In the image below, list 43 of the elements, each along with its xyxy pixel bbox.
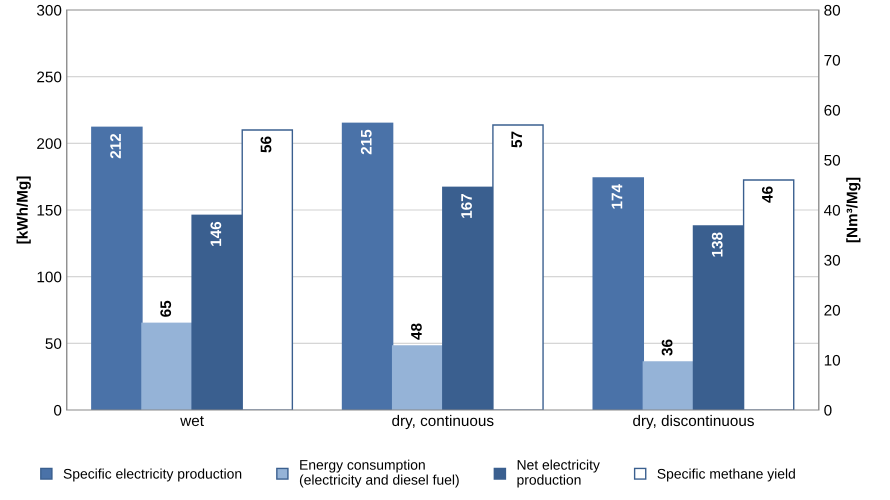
bar [392,345,444,410]
x-tick-label: wet [180,416,204,426]
y-tick-label: 300 [36,4,62,16]
bar [342,122,394,410]
y2-tick-label: 70 [824,54,840,66]
data-label: 146 [210,222,222,246]
data-label: 36 [662,340,673,356]
legend-label: Specific methane yield [657,468,795,482]
y-tick-label: 100 [38,272,62,282]
y-tick-label: 150 [38,204,62,216]
data-label: 174 [612,184,622,209]
x-tick-label: dry, continuous [392,414,494,430]
y2-tick-label: 0 [824,404,832,416]
y2-tick-label: 60 [824,104,840,116]
y-tick-label: 200 [37,138,62,150]
y2-axis-title: [Nm³/Mg] [846,178,861,242]
data-label: 212 [110,134,121,158]
x-tick-label: dry, discontinuous [633,414,754,430]
y2-tick-label: 30 [824,254,840,266]
y2-tick-label: 50 [824,154,840,166]
data-label: 65 [160,300,172,317]
y-axis-title: [kWh/Mg] [16,176,31,244]
y2-tick-label: 40 [824,204,840,216]
y2-tick-label: 10 [824,354,840,366]
y-tick-label: 50 [46,338,62,350]
data-label: 48 [410,323,422,340]
data-label: 215 [360,130,372,154]
bar [642,361,694,410]
y2-tick-label: 80 [824,4,840,16]
y-tick-label: 0 [54,404,62,416]
data-label: 57 [511,132,522,148]
data-label: 56 [260,136,272,153]
bar [141,322,193,410]
y-tick-label: 250 [37,72,62,82]
data-label: 138 [712,232,723,257]
data-label: 167 [461,194,472,218]
bar [91,126,143,410]
legend-label: Energy consumption (electricity and diesel fuel) [300,460,459,488]
legend-label: Net electricity production [517,460,600,488]
data-label: 46 [762,186,773,203]
bar [592,177,644,410]
y2-tick-label: 20 [824,304,840,316]
legend-label: Specific electricity production [64,468,242,482]
